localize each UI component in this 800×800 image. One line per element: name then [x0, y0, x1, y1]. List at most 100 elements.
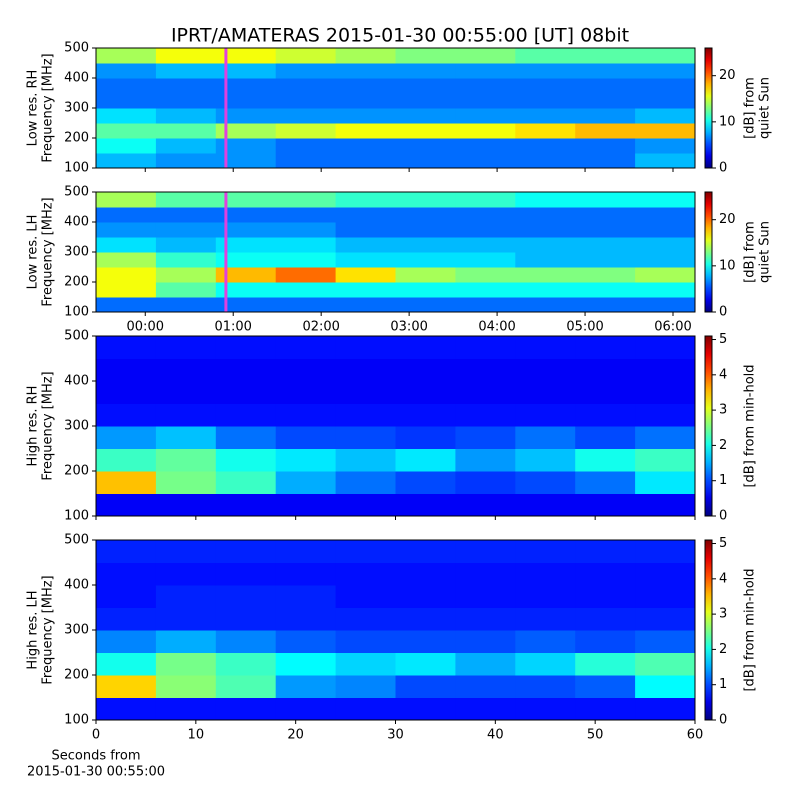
- heatmap-cell: [635, 267, 696, 283]
- heatmap-cell: [395, 282, 456, 298]
- heatmap-cell: [455, 222, 516, 238]
- heatmap-cell: [96, 222, 157, 238]
- heatmap-cell: [155, 297, 217, 313]
- heatmap-cell: [155, 48, 217, 64]
- heatmap-cell: [96, 153, 157, 169]
- heatmap-cell: [215, 207, 277, 223]
- heatmap-cell: [275, 652, 337, 676]
- heatmap-cell: [515, 426, 576, 449]
- heatmap-cell: [155, 222, 217, 238]
- heatmap-cell: [155, 471, 217, 494]
- heatmap-cell: [335, 282, 396, 298]
- heatmap-cell: [275, 562, 337, 586]
- heatmap-cell: [395, 207, 456, 223]
- heatmap-cell: [515, 336, 576, 359]
- heatmap-cell: [515, 252, 576, 268]
- colorbar-tick-label: 1: [719, 473, 727, 488]
- heatmap-cell: [155, 153, 217, 169]
- y-tick-label: 200: [64, 668, 89, 683]
- heatmap-cell: [215, 448, 277, 472]
- heatmap-cell: [275, 207, 337, 223]
- colorbar-tick-label: 0: [719, 305, 727, 320]
- heatmap-cell: [275, 403, 337, 427]
- heatmap-cell: [635, 282, 696, 298]
- heatmap-cell: [515, 48, 576, 64]
- heatmap-cell: [155, 675, 217, 698]
- heatmap-cell: [96, 630, 157, 653]
- heatmap-cell: [515, 493, 576, 517]
- x-axis-label: 2015-01-30 00:55:00: [27, 765, 165, 780]
- heatmap-cell: [635, 381, 696, 404]
- heatmap-cell: [395, 607, 456, 631]
- heatmap-cell: [575, 237, 636, 253]
- heatmap-cell: [635, 585, 696, 608]
- heatmap-cell: [215, 297, 277, 313]
- y-tick-label: 500: [64, 41, 89, 56]
- heatmap-cell: [275, 267, 337, 283]
- heatmap-cell: [215, 630, 277, 653]
- heatmap-cell: [335, 675, 396, 698]
- heatmap-cell: [455, 471, 516, 494]
- heatmap-cell: [96, 562, 157, 586]
- y-tick-label: 500: [64, 533, 89, 548]
- heatmap-cell: [575, 403, 636, 427]
- colorbar: [704, 191, 713, 313]
- heatmap-cell: [335, 426, 396, 449]
- heatmap-cell: [96, 336, 157, 359]
- heatmap-cell: [215, 78, 277, 94]
- heatmap-cell: [575, 123, 636, 139]
- heatmap-cell: [635, 207, 696, 223]
- heatmap-cell: [96, 48, 157, 64]
- heatmap-cell: [395, 540, 456, 563]
- y-axis-label: High res. LH: [26, 590, 41, 669]
- heatmap-cell: [395, 358, 456, 382]
- heatmap-cell: [275, 153, 337, 169]
- heatmap-cell: [515, 471, 576, 494]
- heatmap-cell: [635, 652, 696, 676]
- y-tick-label: 300: [64, 101, 89, 116]
- heatmap-cell: [575, 697, 636, 721]
- heatmap-cell: [395, 267, 456, 283]
- heatmap-cell: [335, 237, 396, 253]
- heatmap-cell: [215, 652, 277, 676]
- heatmap-cell: [455, 426, 516, 449]
- y-tick-label: 200: [64, 131, 89, 146]
- heatmap-cell: [155, 630, 217, 653]
- y-tick-label: 300: [64, 245, 89, 260]
- heatmap-cell: [455, 93, 516, 109]
- heatmap-cell: [215, 336, 277, 359]
- colorbar-tick-label: 3: [719, 403, 727, 418]
- heatmap-cell: [215, 426, 277, 449]
- heatmap-cell: [575, 426, 636, 449]
- heatmap-cell: [455, 237, 516, 253]
- heatmap-cell: [215, 562, 277, 586]
- heatmap-cell: [155, 252, 217, 268]
- heatmap-cell: [395, 630, 456, 653]
- heatmap-cell: [335, 192, 396, 208]
- heatmap-cell: [215, 48, 277, 64]
- colorbar-tick-label: 0: [719, 713, 727, 728]
- heatmap-cell: [455, 108, 516, 124]
- heatmap-cell: [275, 297, 337, 313]
- heatmap-cell: [455, 630, 516, 653]
- heatmap-cell: [395, 381, 456, 404]
- heatmap-cell: [155, 108, 217, 124]
- colorbar-tick-label: 3: [719, 607, 727, 622]
- heatmap-cell: [335, 358, 396, 382]
- colorbar-label: quiet Sun: [758, 221, 773, 283]
- heatmap-cell: [155, 138, 217, 154]
- y-tick-label: 100: [64, 509, 89, 524]
- heatmap-cell: [575, 630, 636, 653]
- y-tick-label: 500: [64, 185, 89, 200]
- heatmap-cell: [275, 282, 337, 298]
- heatmap-cell: [395, 48, 456, 64]
- heatmap-cell: [575, 222, 636, 238]
- heatmap-cell: [215, 403, 277, 427]
- heatmap-cell: [96, 108, 157, 124]
- x-tick-label: 40: [487, 728, 504, 743]
- heatmap-cell: [575, 252, 636, 268]
- heatmap-cell: [395, 222, 456, 238]
- colorbar: [704, 47, 713, 169]
- colorbar-tick-label: 1: [719, 677, 727, 692]
- heatmap-cell: [455, 585, 516, 608]
